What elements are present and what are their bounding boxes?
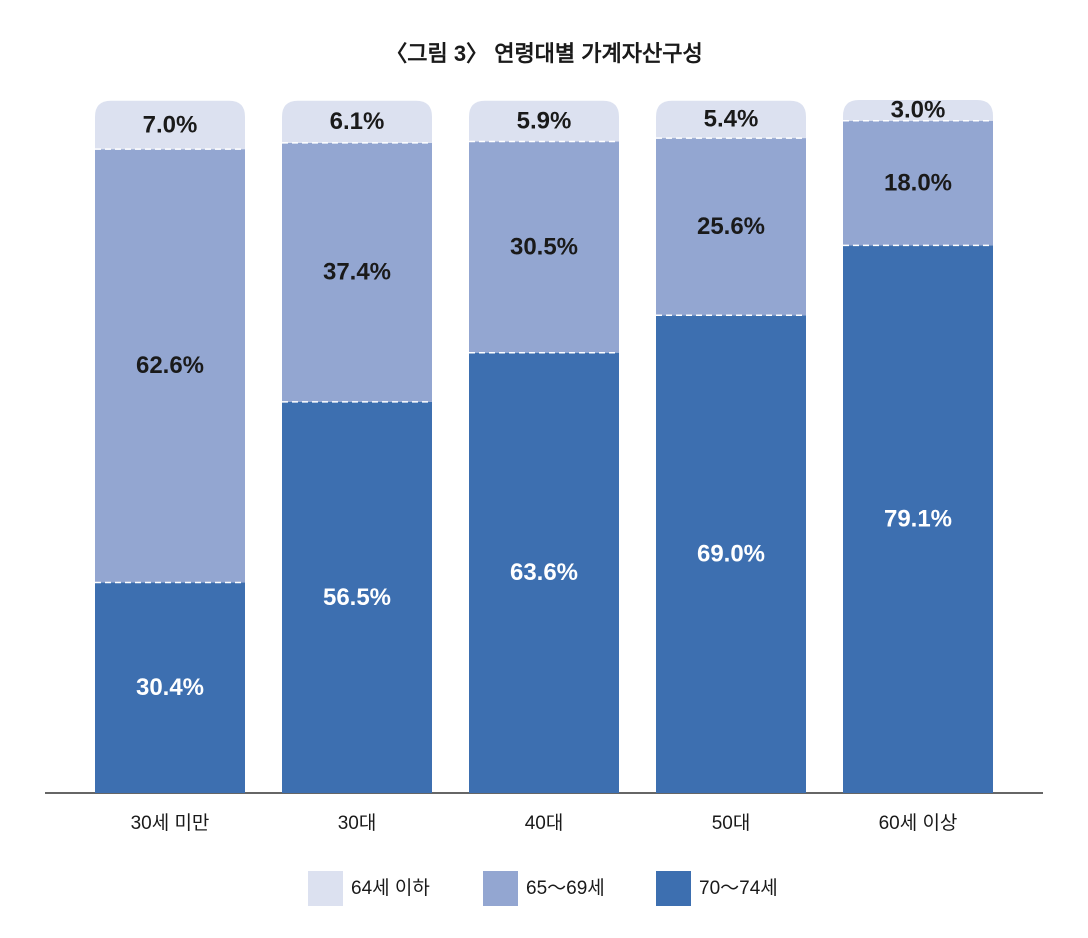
value-label: 3.0% xyxy=(891,97,946,124)
x-tick-label: 50대 xyxy=(712,812,751,834)
bar-segment xyxy=(95,149,245,583)
legend-swatch xyxy=(308,871,343,906)
bar-segment xyxy=(656,100,806,139)
value-label: 25.6% xyxy=(697,213,765,240)
bar-segment xyxy=(469,100,619,142)
value-label: 7.0% xyxy=(143,111,198,138)
bar-segment xyxy=(656,315,806,793)
legend-label: 64세 이하 xyxy=(351,877,430,899)
value-label: 5.4% xyxy=(704,106,759,133)
bar-segment xyxy=(95,582,245,793)
chart-title: 〈그림 3〉 연령대별 가계자산구성 xyxy=(385,41,702,66)
value-label: 30.4% xyxy=(136,674,204,701)
value-label: 63.6% xyxy=(510,559,578,586)
legend-label: 65～69세 xyxy=(526,877,605,899)
value-label: 56.5% xyxy=(323,584,391,611)
bar-segment xyxy=(843,100,993,121)
legend-swatch xyxy=(656,871,691,906)
x-tick-label: 60세 이상 xyxy=(879,812,958,834)
bar-segment xyxy=(282,100,432,143)
value-label: 30.5% xyxy=(510,233,578,260)
value-label: 5.9% xyxy=(517,107,572,134)
value-label: 6.1% xyxy=(330,108,385,135)
value-label: 69.0% xyxy=(697,540,765,567)
bar-segment xyxy=(469,352,619,793)
value-label: 37.4% xyxy=(323,259,391,286)
bar-segment xyxy=(843,245,993,793)
x-tick-label: 30세 미만 xyxy=(131,812,210,834)
legend-swatch xyxy=(483,871,518,906)
value-label: 62.6% xyxy=(136,352,204,379)
value-label: 79.1% xyxy=(884,506,952,533)
x-tick-label: 30대 xyxy=(338,812,377,834)
bar-segment xyxy=(843,120,993,246)
bar-segment xyxy=(282,142,432,402)
x-tick-label: 40대 xyxy=(525,812,564,834)
bar-segment xyxy=(282,401,432,793)
bar-segment xyxy=(95,100,245,150)
bar-segment xyxy=(469,141,619,353)
legend-label: 70～74세 xyxy=(699,877,778,899)
value-label: 18.0% xyxy=(884,169,952,196)
bar-segment xyxy=(656,138,806,316)
